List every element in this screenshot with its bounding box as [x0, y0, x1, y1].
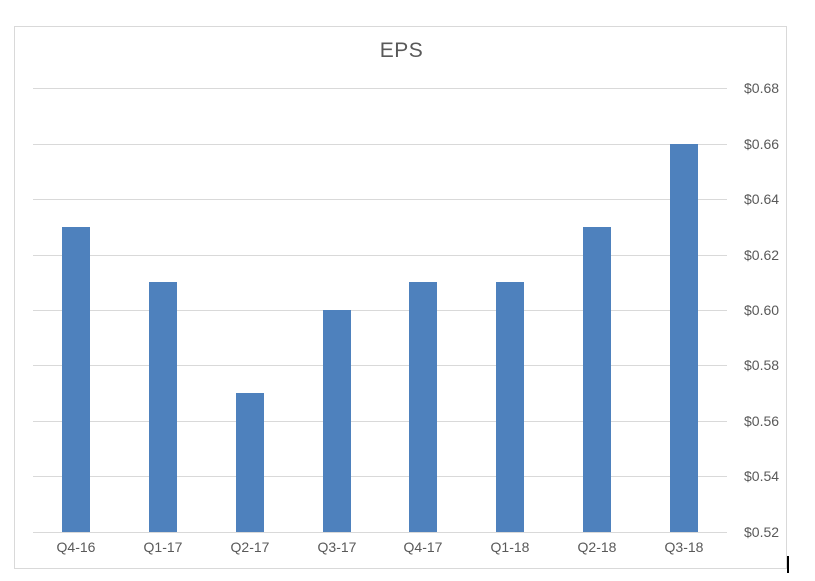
- x-axis-category-label: Q3-17: [317, 539, 357, 555]
- bar-Q3-17: [323, 310, 351, 532]
- bar-Q3-18: [670, 144, 698, 532]
- gridline: [33, 421, 727, 422]
- y-axis-tick-label: $0.64: [744, 191, 780, 207]
- x-axis-category-label: Q2-18: [577, 539, 617, 555]
- x-axis-category-label: Q4-17: [403, 539, 443, 555]
- x-axis-line: [33, 532, 727, 533]
- y-axis-tick-label: $0.68: [744, 80, 780, 96]
- text-cursor-artifact: [787, 556, 789, 573]
- gridline: [33, 476, 727, 477]
- gridline: [33, 199, 727, 200]
- y-axis-tick-label: $0.58: [744, 357, 780, 373]
- x-axis-category-label: Q1-17: [143, 539, 183, 555]
- bar-Q1-17: [149, 282, 177, 532]
- chart-title: EPS: [379, 39, 424, 62]
- gridline: [33, 310, 727, 311]
- bar-Q2-18: [583, 227, 611, 532]
- bar-Q1-18: [496, 282, 524, 532]
- bar-Q4-16: [62, 227, 90, 532]
- y-axis-tick-label: $0.52: [744, 524, 780, 540]
- gridline: [33, 255, 727, 256]
- x-axis-category-label: Q3-18: [664, 539, 704, 555]
- y-axis-tick-label: $0.60: [744, 302, 780, 318]
- y-axis-tick-label: $0.54: [744, 468, 780, 484]
- bar-Q2-17: [236, 393, 264, 532]
- x-axis-category-label: Q2-17: [230, 539, 270, 555]
- gridline: [33, 365, 727, 366]
- bar-Q4-17: [409, 282, 437, 532]
- x-axis-category-label: Q4-16: [56, 539, 96, 555]
- y-axis-tick-label: $0.66: [744, 136, 780, 152]
- y-axis-tick-label: $0.56: [744, 413, 780, 429]
- gridline: [33, 144, 727, 145]
- chart-border: [14, 26, 787, 569]
- y-axis-tick-label: $0.62: [744, 247, 780, 263]
- x-axis-category-label: Q1-18: [490, 539, 530, 555]
- gridline: [33, 88, 727, 89]
